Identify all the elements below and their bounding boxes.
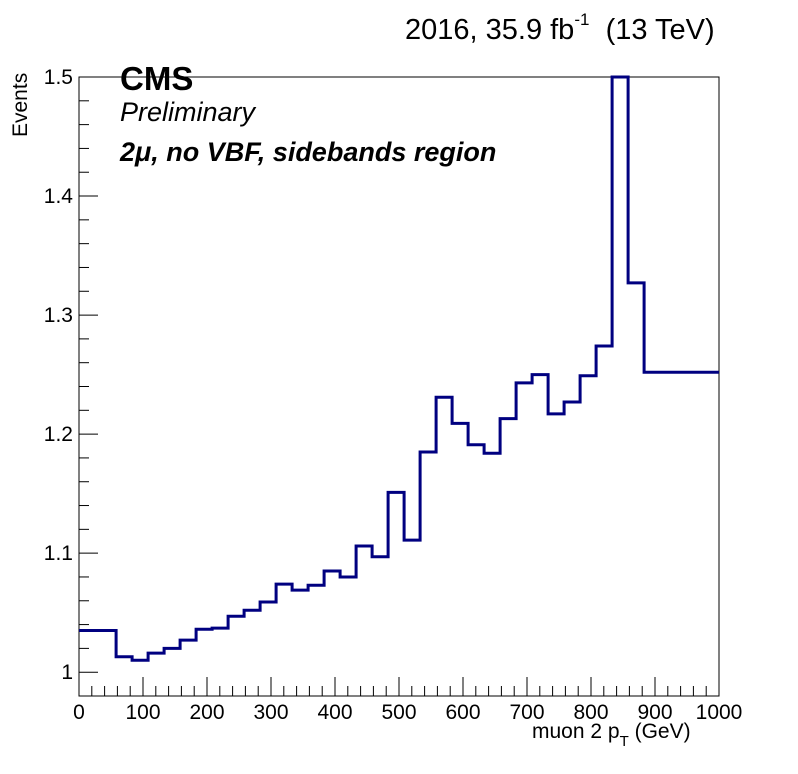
y-tick-label: 1.1: [44, 542, 73, 565]
axis-tick-labels: 0 100 200 300 400 500 600 700 800 900 1000 1 1.1 1.2 1…: [44, 66, 743, 724]
preliminary-label: Preliminary: [120, 97, 256, 127]
x-tick-label: 0: [73, 701, 85, 724]
x-tick-label: 200: [189, 701, 224, 724]
x-axis-label: muon 2 pT (GeV): [532, 720, 691, 750]
luminosity-label: 2016, 35.9 fb-1 (13 TeV): [405, 10, 715, 46]
y-tick-label: 1.3: [44, 304, 73, 327]
region-label: 2μ, no VBF, sidebands region: [120, 137, 497, 167]
y-tick-label: 1.4: [44, 185, 74, 208]
x-tick-label: 100: [125, 701, 160, 724]
y-axis-label: Events: [9, 72, 32, 137]
y-tick-label: 1: [61, 661, 73, 684]
cms-label: CMS: [120, 60, 194, 97]
x-tick-label: 500: [381, 701, 416, 724]
x-tick-label: 300: [253, 701, 288, 724]
x-tick-label: 700: [509, 701, 544, 724]
y-tick-label: 1.2: [44, 423, 73, 446]
x-tick-label: 900: [637, 701, 672, 724]
x-tick-label: 800: [573, 701, 608, 724]
axis-ticks: [78, 76, 720, 697]
x-tick-label: 1000: [696, 701, 743, 724]
x-tick-label: 400: [317, 701, 352, 724]
y-tick-label: 1.5: [44, 66, 73, 89]
plot-frame: [78, 76, 720, 697]
histogram-line: [79, 75, 719, 662]
x-tick-label: 600: [445, 701, 480, 724]
